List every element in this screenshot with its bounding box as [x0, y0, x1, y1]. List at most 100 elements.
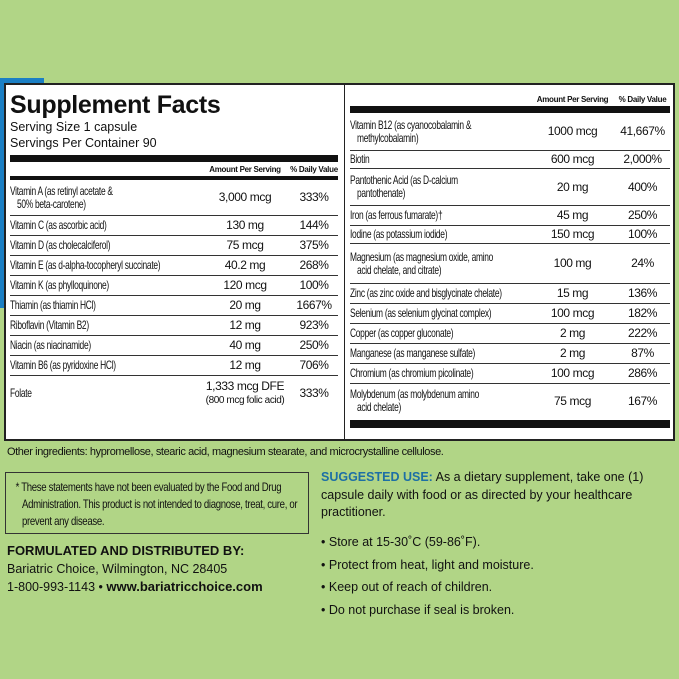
nutrient-name: Iodine (as potassium iodide) [350, 227, 448, 241]
nutrient-name-cell: Niacin (as niacinamide) [10, 339, 200, 352]
nutrient-amount: 40 mg [229, 338, 261, 352]
nutrient-amount: 150 mcg [550, 227, 595, 241]
nutrient-amount: 75 mcg [554, 393, 591, 408]
nutrient-name-cont: 50% beta-carotene) [17, 196, 86, 211]
nutrient-daily-value: 2,000% [623, 152, 662, 166]
nutrient-name-cell: Folate [10, 386, 200, 400]
nutrient-name-cell: Pantothenic Acid (as D-calcium pantothena… [350, 174, 530, 200]
nutrient-name-cont: acid chelate, and citrate) [357, 262, 442, 277]
nutrient-amount: 20 mg [556, 179, 589, 194]
nutrient-name-cell: Selenium (as selenium glycinat complex) [350, 307, 530, 320]
divider-bar [350, 420, 670, 428]
distributor-info: FORMULATED AND DISTRIBUTED BY: Bariatric… [7, 543, 263, 594]
nutrient-name-cell: Vitamin K (as phylloquinone) [10, 279, 200, 292]
servings-per-container: Servings Per Container 90 [10, 136, 157, 150]
bullet-item: Keep out of reach of children. [321, 576, 534, 599]
suggested-use-text: As a dietary supplement, take one (1) ca… [321, 470, 644, 519]
nutrient-amount: 15 mg [556, 286, 589, 300]
nutrient-daily-value: 1667% [296, 298, 332, 312]
nutrient-amount: 12 mg [229, 318, 261, 332]
nutrient-row: Niacin (as niacinamide) 40 mg 250% [10, 336, 338, 356]
nutrient-amount: 600 mcg [550, 152, 595, 166]
page-title: Supplement Facts [10, 91, 221, 119]
nutrient-name-cell: Iron (as ferrous fumarate)† [350, 209, 530, 222]
table-header: Amount Per Serving % Daily Value [10, 162, 338, 176]
nutrient-name: Manganese (as manganese sulfate) [350, 346, 476, 360]
nutrient-row: Iodine (as potassium iodide) 150 mcg 100% [350, 226, 670, 244]
nutrient-row: Copper (as copper gluconate) 2 mg 222% [350, 324, 670, 344]
nutrient-name-cont: methylcobalamin) [357, 130, 419, 145]
formulated-heading: FORMULATED AND DISTRIBUTED BY: [7, 543, 245, 558]
website-link[interactable]: www.bariatricchoice.com [106, 579, 263, 594]
nutrient-amount: 1,333 mcg DFE (800 mcg folic acid) [205, 378, 285, 406]
nutrient-row: Biotin 600 mcg 2,000% [350, 151, 670, 169]
nutrient-name: Magnesium (as magnesium oxide, amino [350, 249, 494, 264]
nutrient-daily-value: 167% [627, 393, 658, 408]
nutrient-name: Biotin [350, 152, 370, 166]
nutrient-name: Niacin (as niacinamide) [10, 338, 91, 352]
nutrient-amount: 100 mcg [550, 306, 595, 320]
nutrient-daily-value: 375% [299, 238, 329, 252]
blue-edge-decoration-top [0, 78, 44, 84]
suggested-use: SUGGESTED USE: As a dietary supplement, … [321, 469, 671, 522]
nutrient-row: Selenium (as selenium glycinat complex) 1… [350, 304, 670, 324]
nutrient-daily-value: 286% [627, 366, 658, 380]
nutrient-name: Vitamin K (as phylloquinone) [10, 278, 109, 292]
nutrient-amount: 2 mg [559, 346, 586, 360]
nutrient-name: Riboflavin (Vitamin B2) [10, 318, 89, 332]
nutrient-daily-value: 333% [299, 190, 329, 204]
bullet-item: Protect from heat, light and moisture. [321, 554, 534, 577]
nutrient-amount: 20 mg [229, 298, 261, 312]
nutrient-amount: 12 mg [229, 358, 261, 372]
suggested-use-label: SUGGESTED USE: [321, 470, 433, 484]
nutrient-name: Vitamin B12 (as cyanocobalamin & [350, 117, 472, 132]
nutrient-daily-value: 87% [631, 346, 654, 360]
nutrient-name-cell: Chromium (as chromium picolinate) [350, 367, 530, 380]
nutrient-name: Vitamin D (as cholecalciferol) [10, 238, 111, 252]
fda-disclaimer-box: * These statements have not been evaluat… [5, 472, 309, 534]
nutrient-name: Vitamin A (as retinyl acetate & [10, 183, 113, 198]
other-ingredients: Other ingredients: hypromellose, stearic… [7, 446, 444, 458]
nutrient-name: Chromium (as chromium picolinate) [350, 366, 474, 380]
left-column: Supplement Facts Serving Size 1 capsule … [10, 85, 338, 439]
nutrient-name: Pantothenic Acid (as D-calcium [350, 173, 458, 187]
nutrient-name-cont: pantothenate) [357, 186, 406, 200]
nutrient-row: Vitamin D (as cholecalciferol) 75 mcg 375% [10, 236, 338, 256]
nutrient-name-cont: acid chelate) [357, 400, 401, 414]
supplement-facts-panel: Supplement Facts Serving Size 1 capsule … [4, 83, 675, 441]
nutrient-daily-value: 268% [299, 258, 329, 272]
nutrient-amount: 40.2 mg [224, 258, 266, 272]
nutrient-daily-value: 100% [299, 278, 329, 292]
nutrient-row: Vitamin C (as ascorbic acid) 130 mg 144% [10, 216, 338, 236]
nutrient-row: Manganese (as manganese sulfate) 2 mg 87% [350, 344, 670, 364]
nutrient-name-cell: Vitamin C (as ascorbic acid) [10, 219, 200, 232]
nutrient-name-cell: Manganese (as manganese sulfate) [350, 347, 530, 360]
nutrient-row: Magnesium (as magnesium oxide, amino acid… [350, 244, 670, 284]
nutrient-daily-value: 24% [631, 256, 654, 270]
company-address: Bariatric Choice, Wilmington, NC 28405 [7, 562, 228, 576]
serving-size: Serving Size 1 capsule [10, 120, 138, 134]
table-header: Amount Per Serving % Daily Value [350, 92, 670, 106]
nutrient-daily-value: 222% [627, 326, 658, 340]
nutrient-amount: 100 mcg [550, 366, 595, 380]
nutrient-name-cell: Vitamin E (as d-alpha-tocopheryl succina… [10, 259, 200, 272]
nutrient-name: Vitamin C (as ascorbic acid) [10, 218, 107, 232]
nutrient-daily-value: 136% [627, 286, 658, 300]
nutrient-amount: 3,000 mcg [218, 190, 272, 204]
divider-bar [350, 106, 670, 113]
nutrient-daily-value: 144% [299, 218, 329, 232]
nutrient-row: Molybdenum (as molybdenum amino acid chel… [350, 384, 670, 418]
nutrient-amount: 1000 mcg [547, 124, 598, 138]
nutrient-row: Folate 1,333 mcg DFE (800 mcg folic acid) 3… [10, 376, 338, 410]
divider-bar [10, 155, 338, 162]
nutrient-name-cell: Zinc (as zinc oxide and bisglycinate che… [350, 287, 530, 300]
nutrient-row: Vitamin B6 (as pyridoxine HCl) 12 mg 706% [10, 356, 338, 376]
nutrient-name: Zinc (as zinc oxide and bisglycinate che… [350, 286, 502, 300]
fda-disclaimer: * These statements have not been evaluat… [15, 480, 298, 528]
nutrient-row: Vitamin E (as d-alpha-tocopheryl succina… [10, 256, 338, 276]
divider-bar [10, 176, 338, 180]
nutrient-row: Iron (as ferrous fumarate)† 45 mg 250% [350, 206, 670, 226]
nutrient-daily-value: 250% [299, 338, 329, 352]
nutrient-row: Riboflavin (Vitamin B2) 12 mg 923% [10, 316, 338, 336]
nutrient-name-cell: Magnesium (as magnesium oxide, amino acid… [350, 249, 530, 277]
